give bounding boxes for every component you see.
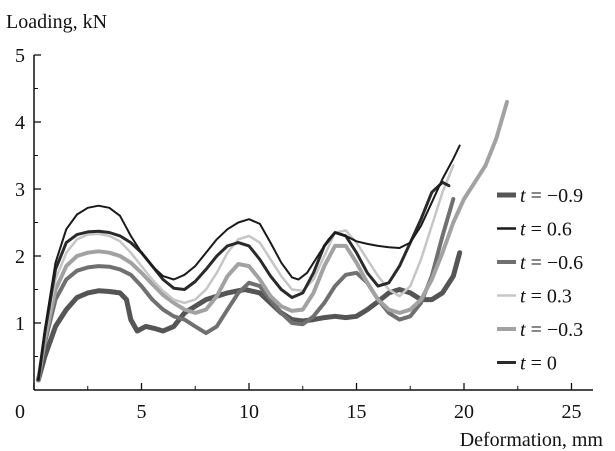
legend-label: t = 0.3 (520, 286, 572, 308)
series-line-5 (36, 180, 451, 382)
legend: t = −0.9 t = 0.6 t = −0.6 t = 0.3 t = −0.3 t … (497, 185, 583, 375)
x-tick-label: 15 (347, 401, 367, 423)
series-line-1 (37, 144, 461, 381)
x-tick-label: 5 (137, 401, 147, 423)
y-tick-label: 3 (15, 179, 25, 201)
y-tick-label: 4 (15, 112, 25, 134)
x-tick-label: 20 (454, 401, 474, 423)
axes-layer (33, 55, 593, 391)
legend-label: t = −0.3 (520, 319, 583, 341)
legend-item: t = 0.3 (497, 286, 572, 308)
y-tick-label: 5 (15, 45, 25, 67)
y-tick-label: 1 (15, 313, 25, 335)
x-tick-label: 0 (15, 401, 25, 423)
legend-label: t = 0.6 (520, 219, 572, 241)
y-tick-label: 2 (15, 246, 25, 268)
y-axis-label: Loading, kN (6, 11, 107, 33)
series-line-0 (35, 250, 463, 383)
legend-item: t = 0 (497, 353, 557, 375)
legend-label: t = 0 (520, 353, 557, 375)
series-line-4 (36, 99, 509, 382)
legend-item: t = −0.3 (497, 319, 583, 341)
ticks-layer: 0 5 10 15 20 25 1 2 3 4 5 (15, 45, 582, 423)
legend-label: t = −0.9 (520, 185, 583, 207)
legend-label: t = −0.6 (520, 252, 583, 274)
x-tick-label: 10 (239, 401, 259, 423)
series-layer (35, 99, 509, 383)
x-axis-label: Deformation, mm (460, 429, 604, 451)
legend-item: t = −0.9 (497, 185, 583, 207)
legend-item: t = −0.6 (497, 252, 583, 274)
series-line-3 (37, 164, 455, 382)
x-tick-label: 25 (562, 401, 582, 423)
legend-item: t = 0.6 (497, 219, 572, 241)
